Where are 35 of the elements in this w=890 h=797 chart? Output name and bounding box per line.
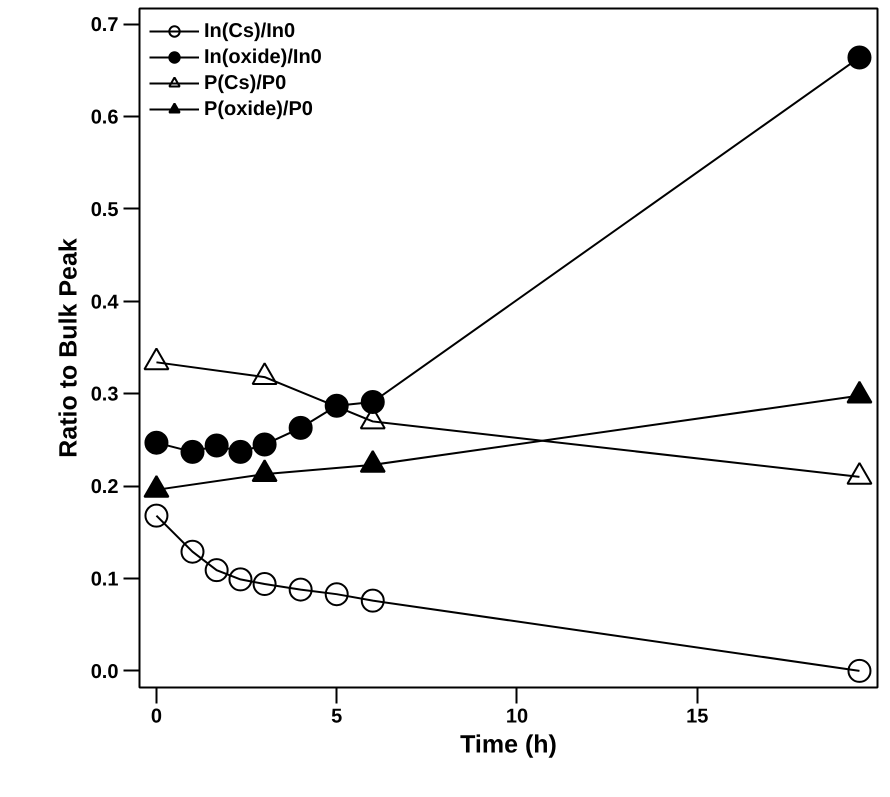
legend-label: In(oxide)/In0 — [204, 46, 322, 68]
point — [847, 658, 872, 683]
x-tick-label: 10 — [506, 706, 528, 728]
point — [252, 432, 277, 457]
y-tick-label: 0.2 — [90, 476, 119, 498]
legend-label: P(oxide)/P0 — [204, 98, 313, 120]
point — [228, 440, 252, 464]
point — [144, 430, 168, 455]
x-tick-label: 5 — [331, 706, 342, 728]
point — [204, 433, 229, 458]
point — [288, 578, 313, 602]
legend-label: In(Cs)/In0 — [204, 20, 296, 42]
y-tick-label: 0.7 — [90, 14, 119, 36]
point — [144, 504, 168, 528]
legend-label: P(Cs)/P0 — [204, 72, 286, 94]
point — [228, 567, 252, 592]
y-tick-label: 0.1 — [90, 568, 119, 590]
x-tick-label: 15 — [686, 706, 708, 728]
y-axis-title: Ratio to Bulk Peak — [54, 238, 83, 458]
x-tick-label: 0 — [150, 706, 162, 728]
y-tick-label: 0.4 — [90, 291, 120, 314]
point — [360, 588, 385, 613]
point — [847, 45, 872, 70]
point — [204, 558, 229, 582]
point — [360, 390, 385, 414]
point — [252, 572, 277, 596]
y-tick-label: 0.6 — [90, 106, 119, 129]
y-tick-label: 0.5 — [90, 198, 119, 221]
x-axis-title: Time (h) — [460, 730, 557, 758]
point — [288, 416, 313, 440]
point — [180, 540, 204, 564]
y-tick-label: 0.3 — [90, 384, 119, 406]
point — [180, 440, 204, 464]
point — [324, 582, 349, 606]
y-tick-label: 0.0 — [90, 660, 119, 683]
